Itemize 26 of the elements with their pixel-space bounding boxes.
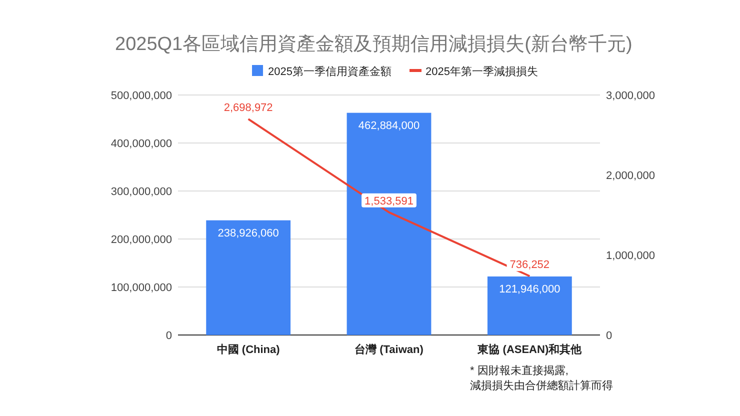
data-label: 1,533,591 xyxy=(364,195,414,208)
y-tick-label: 100,000,000 xyxy=(110,282,172,294)
legend-label: 2025第一季信用資產金額 xyxy=(268,65,392,78)
data-label: 2,698,972 xyxy=(224,102,273,114)
bar xyxy=(487,276,572,335)
text: * 因財報未直接揭露, 減損損失由合併總額計算而得 xyxy=(470,364,613,392)
data-label: 736,252 xyxy=(510,259,550,272)
legend-label: 2025年第一季減損損失 xyxy=(426,65,538,78)
y2-tick-label: 0 xyxy=(606,330,612,342)
y-tick-label: 0 xyxy=(166,330,172,342)
bar xyxy=(346,112,432,335)
x-tick-label: 台灣 (Taiwan) xyxy=(354,343,424,356)
y2-tick-label: 1,000,000 xyxy=(606,250,655,262)
chart-title: 2025Q1各區域信用資產金額及預期信用減損損失(新台幣千元) xyxy=(115,33,632,55)
y-tick-label: 400,000,000 xyxy=(110,138,172,150)
data-label: 462,884,000 xyxy=(358,120,420,132)
y2-tick-label: 3,000,000 xyxy=(606,90,655,102)
y2-tick-label: 2,000,000 xyxy=(606,170,655,182)
data-label: 121,946,000 xyxy=(499,283,560,296)
x-tick-label: 中國 (China) xyxy=(216,343,280,356)
bar xyxy=(206,220,291,335)
y-tick-label: 300,000,000 xyxy=(110,186,172,198)
y-tick-label: 500,000,000 xyxy=(110,90,172,102)
data-label: 238,926,060 xyxy=(218,227,279,240)
y-tick-label: 200,000,000 xyxy=(110,234,172,246)
x-tick-label: 東協 (ASEAN)和其他 xyxy=(476,343,583,356)
